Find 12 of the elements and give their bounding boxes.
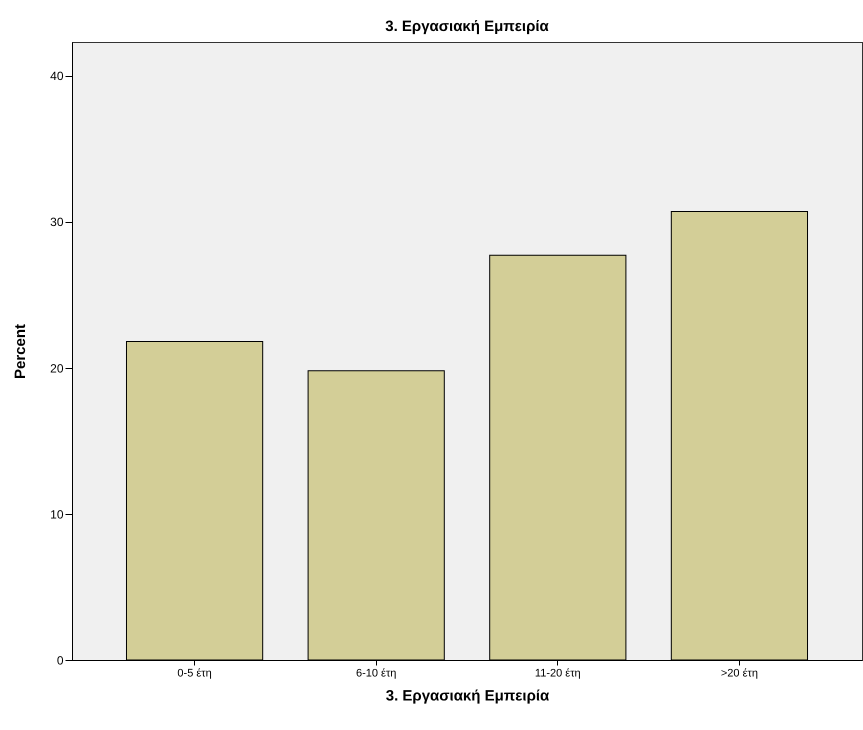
y-tick-label: 10	[50, 507, 64, 522]
y-tick-label: 20	[50, 361, 64, 376]
y-tick-label: 40	[50, 69, 64, 84]
y-tick-label: 30	[50, 215, 64, 230]
y-tick-label: 0	[56, 654, 64, 668]
x-tick-label: 11-20 έτη	[534, 668, 581, 680]
x-tick-label: 0-5 έτη	[177, 668, 212, 680]
x-tick-label: 6-10 έτη	[356, 668, 396, 680]
y-axis-title: Percent	[12, 324, 30, 380]
x-tick-label: >20 έτη	[720, 668, 758, 680]
chart-title: 3. Εργασιακή Εμπειρία	[385, 18, 550, 35]
x-axis-title: 3. Εργασιακή Εμπειρία	[386, 688, 550, 704]
